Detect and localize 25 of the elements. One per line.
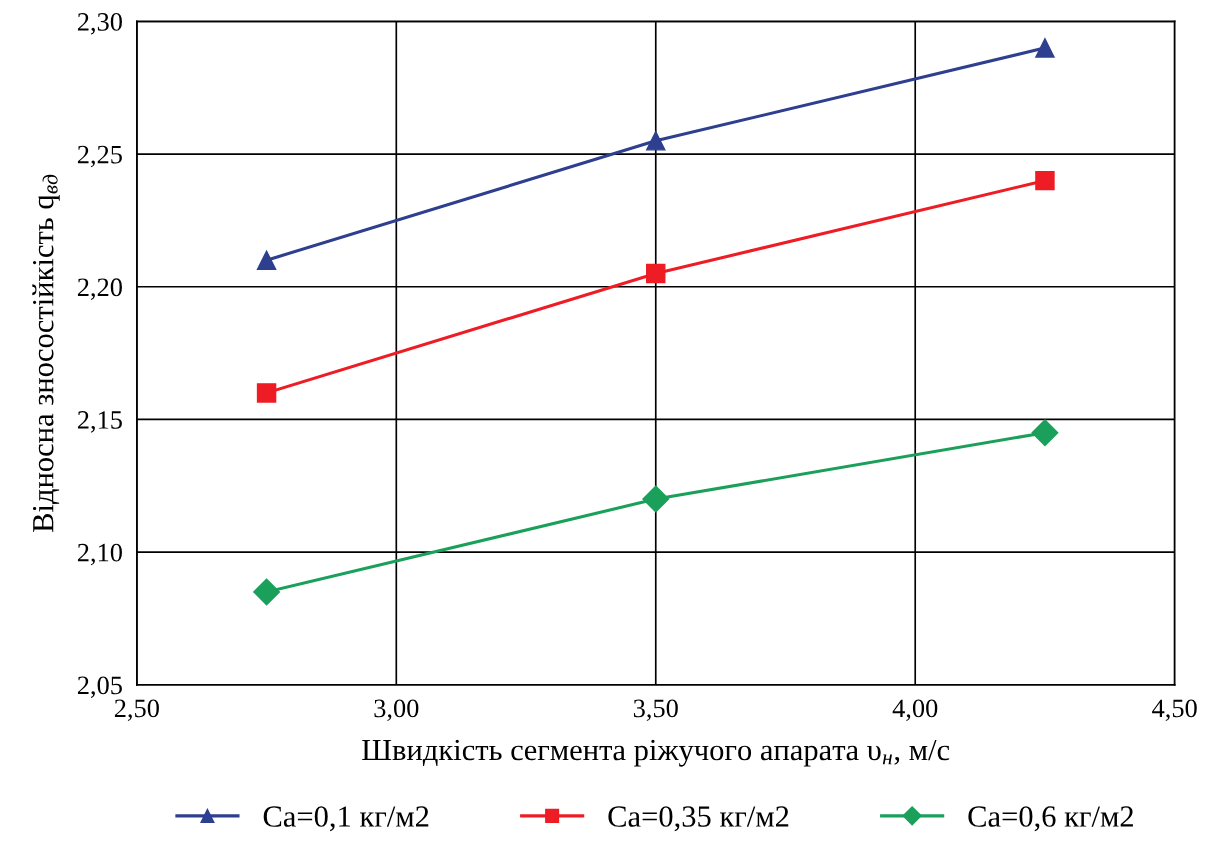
point — [646, 131, 666, 151]
point — [1031, 419, 1059, 447]
point — [256, 383, 277, 403]
y-tick-label: 2,20 — [77, 278, 122, 300]
y-tick-label: 2,10 — [77, 543, 122, 566]
y-tick-label: 2,25 — [77, 145, 122, 168]
point — [1035, 38, 1055, 58]
x-tick-label: 4,50 — [1152, 699, 1197, 722]
point — [253, 578, 281, 606]
x-tick-label: 3,00 — [374, 699, 419, 722]
y-tick-label: 2,05 — [77, 676, 122, 699]
point — [256, 250, 277, 270]
point — [642, 485, 670, 513]
legend-label: Ca=0,1 кг/м2 — [263, 806, 429, 832]
x-axis-title: Швидкість сегмента ріжучого апарата υ$_{н}$, м/с — [362, 739, 950, 767]
y-tick-label: 2,15 — [77, 411, 122, 433]
legend-label: Ca=0,6 кг/м2 — [968, 806, 1133, 832]
x-tick-label: 3,50 — [633, 699, 678, 722]
y-axis-title: Відносна зносостійкість q$_{вд}$ — [32, 174, 60, 533]
legend-label: Ca=0,35 кг/м2 — [608, 806, 789, 832]
y-tick-label: 2,30 — [77, 13, 122, 35]
point — [1035, 170, 1055, 191]
x-tick-label: 4,00 — [892, 699, 938, 722]
x-tick-label: 2,50 — [114, 699, 159, 722]
point — [646, 263, 666, 284]
